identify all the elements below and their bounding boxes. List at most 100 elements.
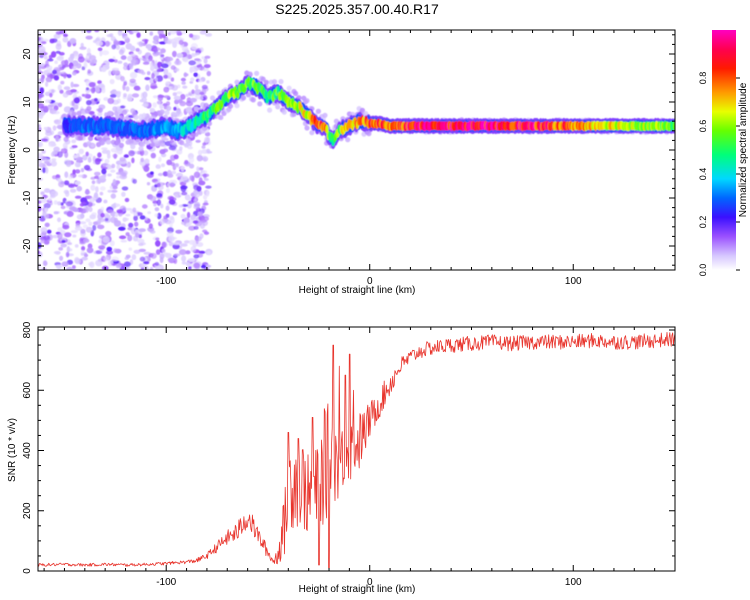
heatmap-cell [141, 263, 145, 268]
heatmap-cell [169, 182, 175, 188]
heatmap-cell [191, 52, 196, 58]
heatmap-cell [72, 265, 76, 270]
heatmap-cell [159, 103, 164, 110]
heatmap-cell [49, 92, 53, 98]
heatmap-cell [116, 175, 121, 179]
heatmap-cell [189, 98, 198, 103]
heatmap-cell [150, 171, 154, 175]
heatmap-cell [188, 225, 196, 231]
heatmap-cell [169, 139, 175, 143]
heatmap-cell [66, 210, 74, 217]
heatmap-cell [113, 41, 122, 45]
heatmap-cell [189, 163, 195, 169]
heatmap-cell [81, 93, 85, 97]
heatmap-cell [157, 61, 161, 69]
heatmap-cell [189, 33, 194, 38]
heatmap-cell [94, 98, 98, 102]
heatmap-cell [105, 250, 114, 255]
heatmap-cell [74, 169, 81, 174]
heatmap-cell [50, 190, 59, 197]
heatmap-cell [180, 93, 186, 100]
heatmap-cell [158, 33, 163, 39]
heatmap-cell [45, 130, 53, 136]
heatmap-cell [109, 240, 115, 247]
heatmap-cell [136, 32, 141, 38]
heatmap-cell [203, 58, 208, 64]
heatmap-cell [204, 136, 211, 143]
heatmap-cell [154, 77, 158, 82]
heatmap-cell [101, 50, 110, 56]
heatmap-cell [180, 166, 185, 172]
heatmap-cell [194, 191, 201, 198]
heatmap-cell [65, 201, 74, 207]
heatmap-cell [206, 148, 211, 153]
heatmap-cell [131, 157, 135, 164]
heatmap-cell [202, 170, 208, 174]
heatmap-cell [120, 75, 125, 82]
heatmap-cell [184, 142, 190, 148]
heatmap-cell [133, 215, 138, 222]
heatmap-cell [66, 74, 72, 79]
heatmap-cell [181, 46, 189, 52]
heatmap-cell [191, 175, 195, 183]
x-tick-label: -100 [156, 577, 176, 588]
heatmap-cell [150, 152, 156, 159]
heatmap-cell [76, 185, 83, 192]
heatmap-cell [137, 238, 145, 244]
heatmap-cell [164, 110, 170, 116]
heatmap-cell [61, 60, 67, 66]
heatmap-cell [134, 221, 139, 227]
heatmap-cell [80, 197, 88, 204]
heatmap-cell [150, 252, 157, 259]
heatmap-cell [141, 71, 146, 75]
heatmap-cell [62, 36, 69, 43]
heatmap-cell [147, 211, 152, 215]
heatmap-cell [45, 167, 49, 174]
heatmap-cell [172, 50, 177, 58]
heatmap-cell [66, 162, 72, 168]
heatmap-cell [105, 230, 112, 237]
heatmap-cell [146, 71, 151, 76]
heatmap-cell [142, 97, 147, 102]
heatmap-cell [167, 169, 172, 177]
heatmap-cell [63, 189, 69, 195]
heatmap-cell [309, 130, 315, 136]
heatmap-cell [38, 93, 43, 100]
heatmap-cell [163, 68, 169, 76]
heatmap-cell [106, 34, 112, 38]
heatmap-cell [138, 228, 146, 233]
heatmap-cell [53, 75, 60, 81]
heatmap-cell [80, 228, 86, 234]
colorbar-tick-label: 0.0 [698, 264, 708, 277]
heatmap-cell [157, 139, 164, 145]
heatmap-cell [133, 249, 141, 254]
chart-title: S225.2025.357.00.40.R17 [275, 1, 439, 17]
y-tick-label: -20 [22, 238, 33, 253]
heatmap-cell [150, 82, 158, 90]
heatmap-cell [201, 149, 208, 154]
heatmap-cell [130, 53, 136, 57]
heatmap-cell [144, 139, 151, 146]
heatmap-cell [149, 107, 156, 113]
y-tick-label: 600 [22, 381, 33, 398]
heatmap-cell [57, 227, 63, 232]
heatmap-cell [94, 30, 100, 33]
heatmap-cell [74, 161, 81, 168]
y-tick-label: -10 [22, 190, 33, 205]
heatmap-cell [159, 257, 164, 264]
heatmap-cell [205, 33, 213, 37]
heatmap-cell [86, 100, 92, 106]
heatmap-cell [155, 75, 163, 82]
heatmap-cell [193, 226, 199, 230]
heatmap-cell [57, 84, 62, 91]
heatmap-cell [40, 227, 48, 234]
heatmap-cell [250, 97, 256, 103]
heatmap-cell [120, 55, 127, 60]
heatmap-cell [132, 207, 137, 213]
heatmap-cell [71, 139, 77, 144]
heatmap-cell [271, 79, 278, 85]
heatmap-cell [62, 224, 70, 230]
heatmap-cell [61, 261, 69, 267]
heatmap-cell [101, 149, 109, 154]
heatmap-cell [67, 183, 75, 187]
